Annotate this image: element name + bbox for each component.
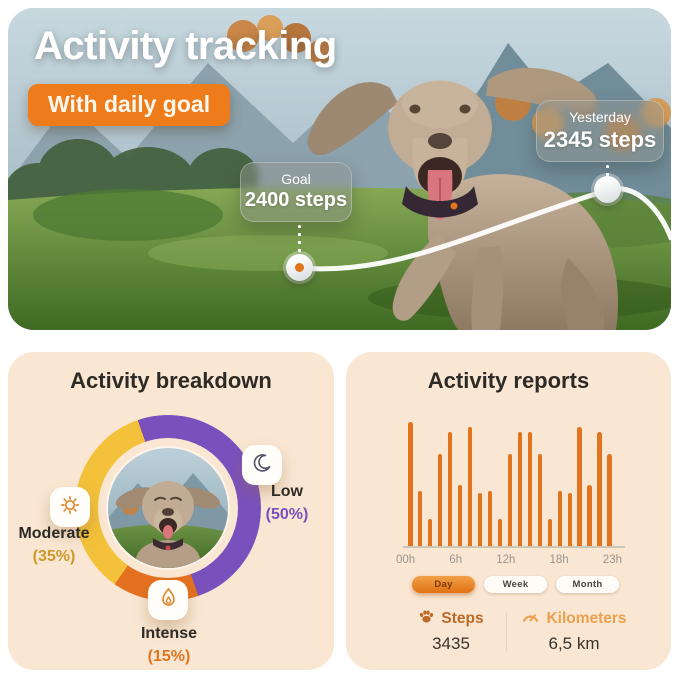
period-tabs: Day Week Month xyxy=(412,576,619,593)
moon-icon xyxy=(251,452,273,479)
steps-bar-chart xyxy=(403,418,625,548)
bar xyxy=(447,431,453,546)
hero-section: Activity tracking With daily goal Goal 2… xyxy=(8,8,671,330)
paw-icon xyxy=(418,608,435,630)
goal-callout: Goal 2400 steps xyxy=(240,162,352,222)
bar xyxy=(557,491,563,546)
intense-percent: (15%) xyxy=(147,648,191,665)
bar xyxy=(527,431,533,546)
intense-label: Intense xyxy=(140,625,197,642)
bar xyxy=(427,518,433,546)
bar xyxy=(507,454,513,546)
kilometers-stat: Kilometers 6,5 km xyxy=(514,608,634,654)
flame-icon xyxy=(157,586,180,614)
bar xyxy=(437,454,443,546)
intense-chip xyxy=(148,580,188,620)
moderate-label: Moderate xyxy=(18,525,90,542)
bar xyxy=(467,426,473,546)
dog-photo-circle xyxy=(108,448,228,568)
tab-week[interactable]: Week xyxy=(484,576,547,593)
x-tick-18h: 18h xyxy=(549,554,569,566)
bar xyxy=(577,426,582,546)
goal-value: 2400 steps xyxy=(244,189,348,211)
speedometer-icon xyxy=(521,608,540,630)
x-axis-labels: 00h 6h 12h 18h 23h xyxy=(396,554,622,566)
yesterday-point-marker xyxy=(594,176,621,203)
steps-stat-value: 3435 xyxy=(432,634,470,653)
bar xyxy=(457,485,463,546)
kilometers-stat-value: 6,5 km xyxy=(548,634,600,653)
tab-month[interactable]: Month xyxy=(556,576,619,593)
breakdown-title: Activity breakdown xyxy=(70,368,272,393)
x-tick-6h: 6h xyxy=(449,554,463,566)
moderate-percent: (35%) xyxy=(32,548,76,565)
stats-divider xyxy=(506,612,507,652)
kilometers-stat-label: Kilometers xyxy=(546,610,627,627)
moderate-chip xyxy=(50,487,90,527)
bar xyxy=(408,422,413,546)
steps-stat-label: Steps xyxy=(441,610,484,627)
bar xyxy=(497,518,503,546)
goal-point-marker xyxy=(286,254,313,281)
bar xyxy=(417,491,423,546)
low-chip xyxy=(242,445,282,485)
steps-stat: Steps 3435 xyxy=(386,608,516,654)
bar-series xyxy=(408,422,612,546)
sun-icon xyxy=(59,494,81,521)
yesterday-value: 2345 steps xyxy=(543,127,657,152)
reports-title: Activity reports xyxy=(427,368,590,393)
goal-label: Goal xyxy=(281,171,311,187)
low-label: Low xyxy=(271,483,303,500)
x-tick-12h: 12h xyxy=(496,554,516,566)
tab-day[interactable]: Day xyxy=(412,576,475,593)
bar xyxy=(567,492,572,546)
bar xyxy=(597,431,602,546)
yesterday-dotted-connector xyxy=(606,165,609,181)
x-tick-00h: 00h xyxy=(396,554,416,566)
yesterday-label: Yesterday xyxy=(569,109,631,125)
low-label-group: Low (50%) xyxy=(248,482,326,525)
bar xyxy=(487,491,493,546)
goal-dotted-connector xyxy=(298,225,301,255)
activity-reports-card: Activity reports 00h 6h 12h 18h 23h Day … xyxy=(346,352,671,670)
activity-breakdown-card: Activity breakdown xyxy=(8,352,334,670)
bar xyxy=(477,492,483,546)
bar xyxy=(587,485,592,546)
intense-label-group: Intense (15%) xyxy=(126,624,212,667)
bar xyxy=(547,518,553,546)
yesterday-callout: Yesterday 2345 steps xyxy=(536,100,664,162)
bar xyxy=(607,454,612,546)
bar xyxy=(517,431,523,546)
bar xyxy=(537,454,543,546)
x-tick-23h: 23h xyxy=(602,554,622,566)
activity-donut-chart xyxy=(75,415,261,601)
hero-title: Activity tracking xyxy=(34,24,337,68)
moderate-label-group: Moderate (35%) xyxy=(8,524,100,567)
low-percent: (50%) xyxy=(265,506,309,523)
daily-goal-badge: With daily goal xyxy=(28,84,231,126)
